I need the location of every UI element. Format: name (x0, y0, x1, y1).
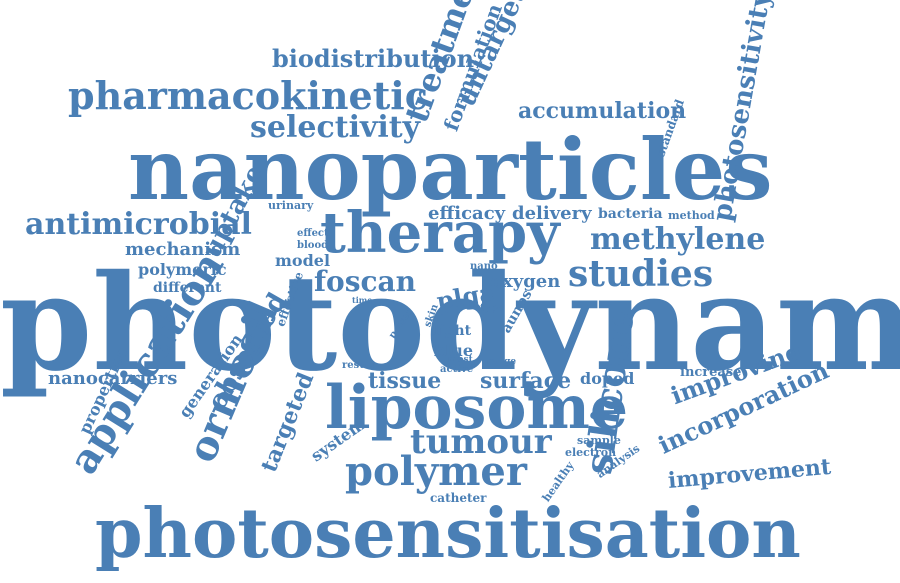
word-foscan: foscan (314, 265, 417, 298)
word-delivery: delivery (512, 203, 592, 224)
word-active: active (440, 364, 474, 375)
word-nano: nano (470, 261, 498, 272)
word-bacteria: bacteria (598, 206, 663, 222)
word-time: time (352, 295, 373, 305)
word-antimicrobial: antimicrobial (25, 207, 252, 242)
word-type: type (480, 303, 504, 314)
word-mechanism: mechanism (125, 239, 241, 260)
word-liposome: liposome (325, 373, 629, 443)
word-catheter: catheter (430, 491, 487, 505)
word-improvement: improvement (666, 453, 833, 494)
word-most: most (448, 355, 473, 365)
word-blood: blood (297, 240, 329, 251)
word-oxygen: oxygen (490, 271, 561, 292)
word-selectivity: selectivity (250, 110, 421, 145)
word-different: different (153, 280, 222, 296)
word-tissue: tissue (368, 368, 442, 394)
word-model: model (275, 251, 331, 270)
word-blue: blue (434, 341, 474, 360)
word-therapy: therapy (320, 200, 560, 266)
word-range: range (487, 357, 517, 367)
word-polymer: polymer (345, 448, 527, 495)
word-studies: studies (568, 253, 714, 295)
word-biodistribution: biodistribution (272, 44, 475, 73)
word-pharmacokinetic: pharmacokinetic (68, 73, 428, 118)
word-polymeric: polymeric (138, 260, 227, 279)
word-methylene: methylene (590, 222, 766, 257)
word-tumour: tumour (410, 422, 552, 462)
word-electron: electron (565, 446, 617, 459)
word-nanocarriers: nanocarriers (48, 368, 178, 389)
word-result: result (342, 360, 375, 371)
word-surface: surface (480, 368, 572, 394)
word-increase: increase (680, 365, 742, 380)
word-sample: sample (577, 434, 621, 447)
word-nanoparticles: nanoparticles (128, 120, 773, 219)
word-light: light (434, 323, 472, 339)
word-photosensitisation: photosensitisation (95, 494, 801, 574)
word-accumulation: accumulation (518, 98, 687, 124)
word-efficacy: efficacy (428, 203, 506, 224)
word-effect: effect (297, 228, 329, 239)
word-method: method (668, 209, 715, 222)
word-photodynamic: photodynamic (0, 246, 900, 401)
word-doped: doped (580, 369, 635, 388)
word-urinary: urinary (268, 199, 314, 212)
